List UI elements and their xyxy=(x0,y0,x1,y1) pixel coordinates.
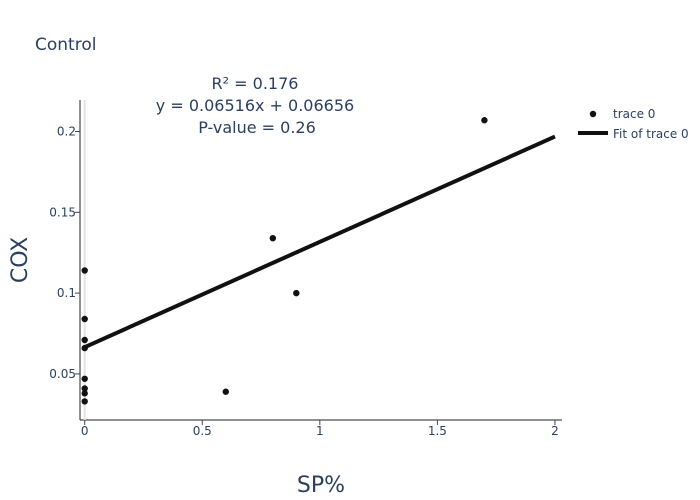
annotation-equation: y = 0.06516x + 0.06656 xyxy=(156,96,354,115)
data-point xyxy=(269,234,276,242)
data-point xyxy=(81,336,88,344)
data-point xyxy=(81,315,88,323)
x-axis-title: SP% xyxy=(297,473,345,498)
y-tick-label: 0.1 xyxy=(57,286,76,300)
y-tick-label: 0.15 xyxy=(49,205,76,219)
x-tick-label: 0.5 xyxy=(193,424,212,438)
y-axis-ticks: 0.05 0.1 0.15 0.2 xyxy=(49,125,80,381)
annotation-p-value: P-value = 0.26 xyxy=(198,118,316,137)
plot-area xyxy=(79,100,562,421)
data-point xyxy=(81,398,88,405)
x-tick-label: 2 xyxy=(551,424,559,438)
legend-label-fit: Fit of trace 0 xyxy=(613,127,689,141)
data-point xyxy=(81,385,88,392)
legend: trace 0 Fit of trace 0 xyxy=(578,107,689,141)
y-axis-title: COX xyxy=(8,237,33,283)
fit-line xyxy=(83,134,556,350)
annotation-r2: R² = 0.176 xyxy=(212,74,299,93)
x-axis-ticks: 0 0.5 1 1.5 2 xyxy=(81,420,559,438)
x-tick-label: 1 xyxy=(316,424,324,438)
data-point xyxy=(81,267,88,274)
x-tick-label: 0 xyxy=(81,424,89,438)
chart-title: Control xyxy=(35,35,96,55)
data-point xyxy=(481,117,488,124)
data-point xyxy=(81,375,88,382)
y-tick-label: 0.2 xyxy=(57,125,76,139)
legend-label-trace-0: trace 0 xyxy=(613,107,655,121)
data-point xyxy=(293,289,300,297)
x-tick-label: 1.5 xyxy=(428,424,447,438)
data-point xyxy=(222,388,229,395)
y-tick-label: 0.05 xyxy=(49,367,76,381)
legend-marker-trace-0 xyxy=(589,110,597,118)
data-point xyxy=(81,390,88,397)
data-point xyxy=(81,344,88,352)
